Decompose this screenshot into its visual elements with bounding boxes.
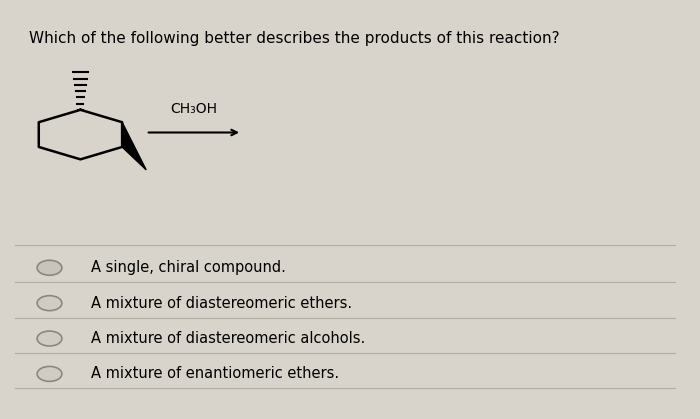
Text: A mixture of diastereomeric alcohols.: A mixture of diastereomeric alcohols. [91,331,365,346]
Text: A mixture of diastereomeric ethers.: A mixture of diastereomeric ethers. [91,296,352,310]
Circle shape [37,367,62,381]
Text: Which of the following better describes the products of this reaction?: Which of the following better describes … [29,31,559,46]
Text: A mixture of enantiomeric ethers.: A mixture of enantiomeric ethers. [91,366,339,381]
Circle shape [37,296,62,310]
Text: CH₃OH: CH₃OH [170,102,218,116]
Circle shape [37,331,62,346]
Text: A single, chiral compound.: A single, chiral compound. [91,260,286,275]
Polygon shape [122,122,146,170]
Circle shape [37,260,62,275]
